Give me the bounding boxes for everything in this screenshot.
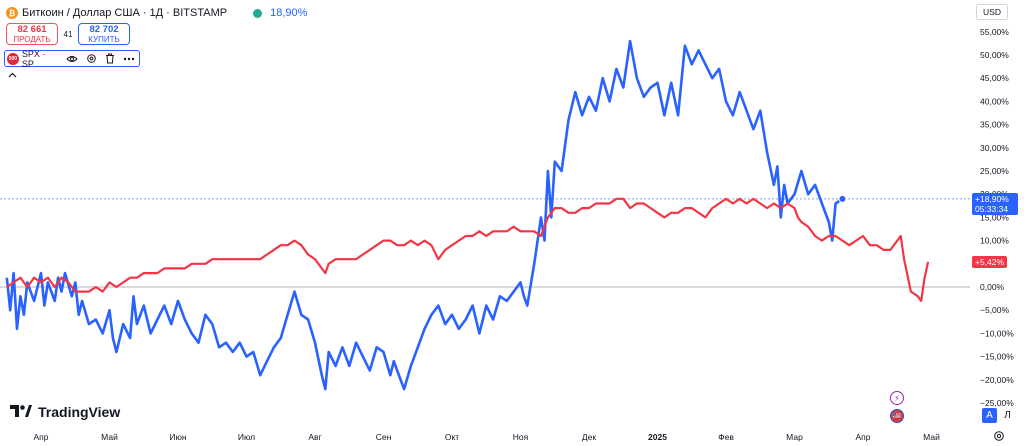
spx-series-line[interactable] — [6, 197, 930, 302]
compare-label: SPX · SP — [21, 48, 46, 69]
x-tick-label: Июл — [238, 432, 255, 442]
y-tick-label: 25,00% — [980, 166, 1009, 176]
bitcoin-icon: ₿ — [6, 7, 18, 19]
eye-icon[interactable] — [66, 53, 79, 65]
gear-icon[interactable] — [85, 53, 97, 65]
market-status-icon — [253, 8, 263, 18]
trash-icon[interactable] — [104, 53, 116, 65]
y-tick-label: 30,00% — [980, 143, 1009, 153]
x-tick-label: Мар — [786, 432, 803, 442]
y-tick-label: 45,00% — [980, 73, 1009, 83]
spx-last-value-tag: +5,42% — [972, 255, 1008, 268]
y-tick-label: −25,00% — [980, 398, 1014, 408]
flash-event-icon[interactable]: ⚡ — [890, 391, 904, 405]
x-tick-label: Май — [101, 432, 118, 442]
more-icon[interactable] — [123, 53, 135, 65]
spread-value: 41 — [63, 29, 73, 39]
x-tick-label: Май — [923, 432, 940, 442]
buy-price: 82 702 — [89, 23, 119, 35]
y-tick-label: 10,00% — [980, 236, 1009, 246]
y-tick-label: −5,00% — [980, 305, 1010, 315]
y-tick-label: −15,00% — [980, 352, 1014, 362]
tradingview-logo[interactable]: TradingView — [10, 404, 120, 420]
buy-label: КУПИТЬ — [88, 34, 120, 44]
y-tick-label: 15,00% — [980, 212, 1009, 222]
settings-icon[interactable] — [992, 429, 1006, 443]
y-tick-label: 35,00% — [980, 120, 1009, 130]
x-tick-label: Окт — [445, 432, 459, 442]
symbol-legend[interactable]: ₿ Биткоин / Доллар США · 1Д · BITSTAMP 1… — [6, 5, 307, 21]
auto-scale-button[interactable]: A — [982, 408, 997, 423]
y-tick-label: −20,00% — [980, 375, 1014, 385]
y-axis[interactable]: 55,00% 50,00% 45,00% 40,00% 35,00% 30,00% 25,0… — [980, 27, 1014, 408]
x-tick-label: Апр — [34, 432, 49, 442]
sell-label: ПРОДАТЬ — [13, 34, 51, 44]
x-tick-label: Авг — [308, 432, 321, 442]
sell-button[interactable]: 82 661 ПРОДАТЬ — [6, 23, 58, 45]
y-tick-label: 50,00% — [980, 50, 1009, 60]
x-tick-label: Ноя — [513, 432, 529, 442]
collapse-legend-icon[interactable] — [8, 70, 17, 80]
y-tick-label: 40,00% — [980, 96, 1009, 106]
buy-button[interactable]: 82 702 КУПИТЬ — [78, 23, 130, 45]
tradingview-logo-text: TradingView — [38, 404, 121, 420]
btc-last-point — [838, 194, 847, 203]
btc-series-line[interactable] — [5, 39, 844, 391]
sell-price: 82 661 — [17, 23, 47, 35]
y-tick-label: 0,00% — [980, 282, 1005, 292]
y-tick-label: 55,00% — [980, 27, 1009, 37]
log-scale-button[interactable]: Л — [1004, 410, 1011, 421]
x-tick-label: Дек — [582, 432, 596, 442]
x-tick-label: Фев — [718, 432, 734, 442]
us-flag-event-icon[interactable]: 🇺🇸 — [890, 409, 904, 423]
bar-countdown: 05:33:34 — [975, 203, 1009, 214]
compare-symbol-legend[interactable]: 500 SPX · SP — [4, 48, 140, 69]
x-tick-label: Июн — [169, 432, 186, 442]
x-tick-label: Сен — [376, 432, 392, 442]
symbol-title[interactable]: Биткоин / Доллар США · 1Д · BITSTAMP — [22, 7, 228, 19]
series-layer — [5, 39, 930, 391]
spx-icon: 500 — [7, 52, 19, 65]
tradingview-logo-icon — [10, 404, 32, 420]
x-tick-label: Апр — [856, 432, 871, 442]
currency-selector[interactable]: USD — [976, 4, 1008, 20]
symbol-change: 18,90% — [270, 7, 308, 19]
btc-last-value-tag: +18,90% 05:33:34 — [972, 192, 1018, 215]
btc-last-value: +18,90% — [975, 193, 1009, 204]
x-tick-label: 2025 — [648, 432, 667, 442]
y-tick-label: −10,00% — [980, 328, 1014, 338]
x-axis[interactable]: Апр Май Июн Июл Авг Сен Окт Ноя Дек 2025 Фев Мар Апр… — [34, 432, 941, 442]
trade-panel: 82 661 ПРОДАТЬ 41 82 702 КУПИТЬ — [6, 23, 130, 45]
